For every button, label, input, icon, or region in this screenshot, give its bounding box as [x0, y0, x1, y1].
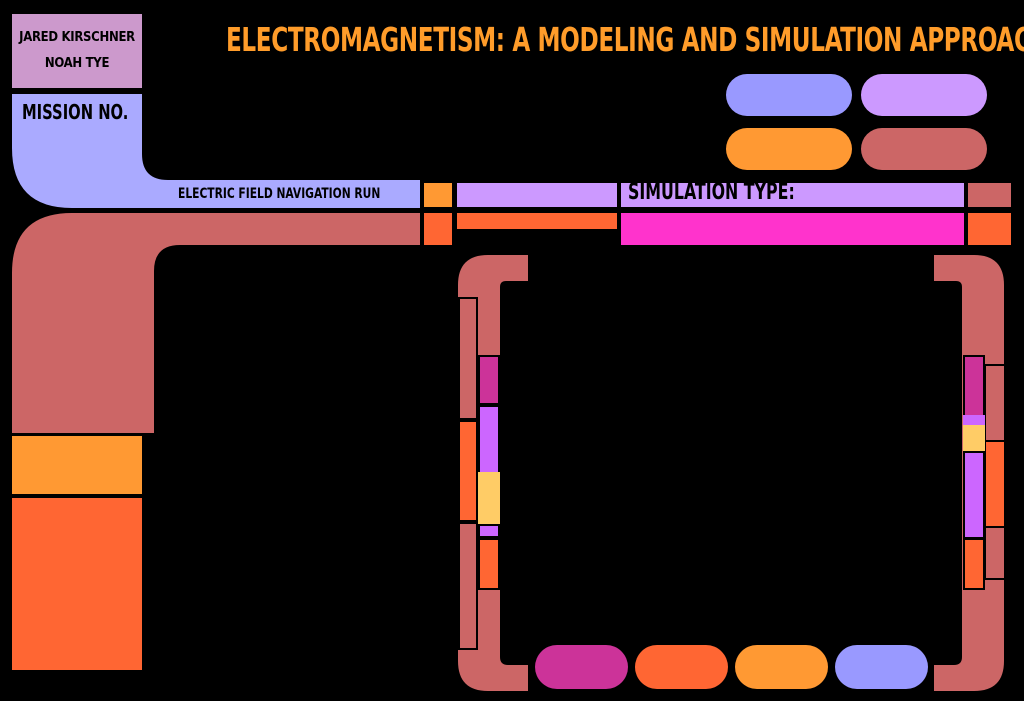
run-label[interactable]: ELECTRIC FIELD NAVIGATION RUN	[178, 186, 381, 202]
bottom-pill-button-red-orange[interactable]	[635, 645, 728, 689]
header-bar-lavender[interactable]	[457, 183, 617, 207]
right-bracket-segment	[963, 425, 985, 453]
left-bracket-segment	[478, 405, 500, 475]
block-red-orange-right[interactable]	[968, 213, 1011, 245]
author-name: JARED KIRSCHNER	[19, 30, 135, 45]
right-bracket-segment	[984, 364, 1006, 442]
mission-elbow	[12, 94, 420, 208]
left-block-orange[interactable]	[12, 436, 142, 494]
right-bracket-segment	[984, 526, 1006, 580]
left-bracket-segment	[478, 355, 500, 405]
left-bracket-segment	[458, 420, 478, 522]
authors-box: JARED KIRSCHNER NOAH TYE	[12, 14, 142, 88]
header-block-red-orange[interactable]	[424, 213, 452, 245]
simulation-type-value-bar[interactable]	[621, 213, 964, 245]
header-block-orange[interactable]	[424, 183, 452, 207]
right-bracket-segment	[963, 451, 985, 539]
simulation-type-label: SIMULATION TYPE:	[628, 180, 795, 205]
header-block-salmon[interactable]	[968, 183, 1011, 207]
right-bracket-segment	[963, 538, 985, 590]
right-bracket-segment	[984, 440, 1006, 528]
pill-button-periwinkle[interactable]	[726, 74, 852, 116]
left-bracket-segment	[478, 538, 500, 590]
bottom-pill-button-orange[interactable]	[735, 645, 828, 689]
pill-button-orange[interactable]	[726, 128, 852, 170]
simulation-display-area[interactable]	[502, 282, 962, 644]
left-bracket-segment	[478, 524, 500, 538]
bottom-pill-button-periwinkle[interactable]	[835, 645, 928, 689]
left-bracket-segment	[478, 472, 500, 526]
pill-button-salmon[interactable]	[861, 128, 987, 170]
left-elbow	[12, 213, 420, 433]
left-bracket-segment	[458, 522, 478, 650]
left-block-red-orange[interactable]	[12, 498, 142, 670]
page-title: ELECTROMAGNETISM: A MODELING AND SIMULAT…	[226, 20, 1024, 59]
left-bracket-segment	[458, 297, 478, 420]
author-name: NOAH TYE	[44, 56, 110, 71]
simulation-type-bar[interactable]	[621, 183, 964, 207]
right-bracket-segment	[963, 355, 985, 417]
thin-bar-red-orange[interactable]	[457, 213, 617, 229]
right-bracket-segment	[963, 415, 985, 427]
pill-button-lavender[interactable]	[861, 74, 987, 116]
bottom-pill-button-plum[interactable]	[535, 645, 628, 689]
mission-label: MISSION NO.	[22, 100, 129, 124]
